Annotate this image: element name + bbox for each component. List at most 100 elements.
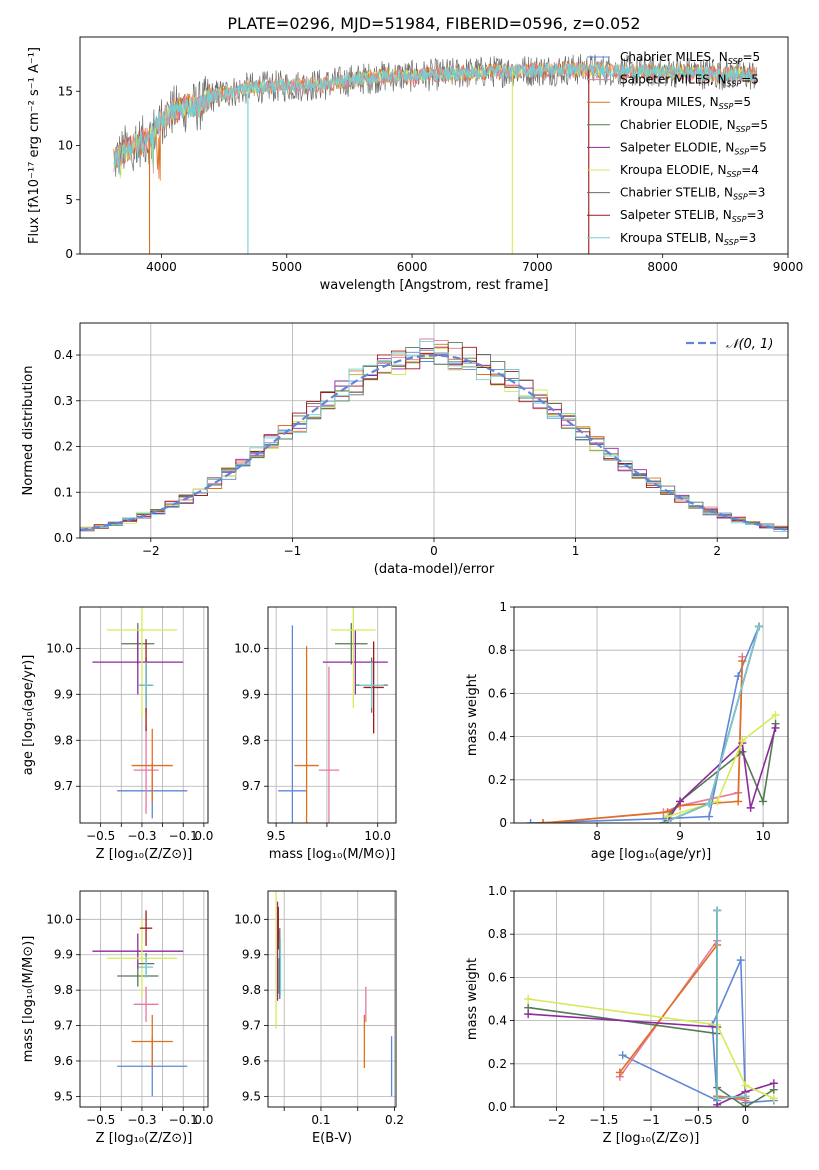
x-tick-label: 9.5 xyxy=(267,829,286,843)
y-tick-label: 0.4 xyxy=(488,1014,507,1028)
marker-chabrier_miles xyxy=(618,1051,627,1060)
series-chabrier_miles xyxy=(622,959,774,1104)
spectrum-panel: 4000 5000 6000 7000 8000 9000 0 5 10 15 wavelength… xyxy=(27,36,804,293)
marker-kroupa_stelib xyxy=(659,819,668,823)
weight_vs_z-panel: −2 −1.5 −1 −0.5 0 0.0 0.2 0.4 0.6 0.8 1.0 Z [log₁₀(… xyxy=(465,884,789,1146)
errorbar-salpeter_miles xyxy=(133,986,159,1023)
y-tick-label: 9.7 xyxy=(54,1019,73,1033)
x-tick-label: 5000 xyxy=(271,260,302,274)
spectrum-lines xyxy=(113,53,758,254)
x-axis-label: Z [log₁₀(Z/Z⊙)] xyxy=(96,847,193,862)
y-tick-label: 9.6 xyxy=(242,1054,261,1068)
weight_vs_z-lines xyxy=(524,906,778,1107)
errorbar-salpeter_elodie xyxy=(322,629,388,695)
x-axis-label: mass [log₁₀(M/M⊙)] xyxy=(269,847,396,862)
y-tick-label: 9.8 xyxy=(242,733,261,747)
x-tick-label: 0 xyxy=(742,1113,750,1127)
errorbar-chabrier_miles xyxy=(278,625,307,823)
errorbar-kroupa_miles xyxy=(131,728,173,803)
marker-kroupa_elodie xyxy=(524,995,533,1003)
y-tick-label: 10.0 xyxy=(234,912,261,926)
y-tick-label: 0.2 xyxy=(488,773,507,787)
marker-kroupa_elodie xyxy=(738,736,747,745)
marker-kroupa_miles xyxy=(738,657,747,665)
axes-frame xyxy=(79,890,209,1108)
errorbar-kroupa_miles xyxy=(131,1014,173,1069)
y-tick-label: 0.6 xyxy=(488,686,507,700)
marker-kroupa_miles xyxy=(539,819,548,823)
y-axis-label: age [log₁₀(age/yr)] xyxy=(21,655,36,776)
marker-kroupa_stelib xyxy=(705,799,714,808)
marker-kroupa_miles xyxy=(734,797,743,806)
y-tick-label: 9.7 xyxy=(54,779,73,793)
y-tick-label: 10 xyxy=(58,139,73,153)
marker-chabrier_elodie xyxy=(741,1103,750,1107)
errorbar-salpeter_stelib xyxy=(139,910,153,946)
y-tick-label: 0.2 xyxy=(488,1057,507,1071)
errorbar-salpeter_elodie xyxy=(92,629,184,695)
x-tick-label: 4000 xyxy=(146,260,177,274)
legend-label-salpeter_miles: Salpeter MILES, NSSP=5 xyxy=(620,73,759,89)
y-tick-label: 0.0 xyxy=(54,531,73,545)
y-tick-label: 9.8 xyxy=(54,733,73,747)
marker-kroupa_elodie xyxy=(741,1081,750,1090)
marker-kroupa_stelib xyxy=(754,622,763,631)
x-tick-label: 8000 xyxy=(647,260,678,274)
axes-frame xyxy=(513,890,789,1108)
errorbar-kroupa_stelib xyxy=(359,662,384,709)
marker-kroupa_elodie xyxy=(663,812,672,821)
mass_vs_z-points xyxy=(92,910,188,1097)
series-kroupa_stelib xyxy=(663,626,760,823)
x-tick-label: 9 xyxy=(676,829,684,843)
y-axis-label: mass weight xyxy=(465,674,480,756)
axes-frame xyxy=(79,606,209,824)
x-axis-label: (data-model)/error xyxy=(374,562,495,577)
y-tick-label: 9.7 xyxy=(242,779,261,793)
series-salpeter_miles xyxy=(543,656,744,823)
age_vs_z-panel: −0.5 −0.3 −0.10.0 9.7 9.8 9.9 10.0 Z [log₁₀(Z/Z… xyxy=(21,606,213,862)
legend-label-kroupa_stelib: Kroupa STELIB, NSSP=3 xyxy=(620,231,756,247)
marker-salpeter_elodie xyxy=(771,723,780,732)
x-tick-label: −0.1 xyxy=(169,829,198,843)
x-tick-label: 7000 xyxy=(522,260,553,274)
x-axis-label: age [log₁₀(age/yr)] xyxy=(591,847,712,862)
y-tick-label: 9.9 xyxy=(242,948,261,962)
errorbar-kroupa_elodie xyxy=(330,607,376,709)
x-tick-label: −0.5 xyxy=(684,1113,713,1127)
weight_vs_age-lines xyxy=(526,622,780,823)
y-axis-label: Normed distribution xyxy=(21,366,36,496)
y-tick-label: 9.8 xyxy=(242,983,261,997)
x-tick-label: 8 xyxy=(593,829,601,843)
x-tick-label: −0.5 xyxy=(86,829,115,843)
x-tick-label: 10 xyxy=(755,829,770,843)
errorbar-kroupa_miles xyxy=(294,646,319,823)
y-tick-label: 10.0 xyxy=(234,641,261,655)
marker-kroupa_elodie xyxy=(771,711,780,719)
marker-chabrier_miles xyxy=(734,672,743,681)
y-tick-label: 10.0 xyxy=(46,641,73,655)
x-tick-label: 9000 xyxy=(773,260,804,274)
x-axis-label: Z [log₁₀(Z/Z⊙)] xyxy=(603,1131,700,1146)
legend-label-chabrier_elodie: Chabrier ELODIE, NSSP=5 xyxy=(620,118,768,134)
series-chabrier_miles xyxy=(530,626,760,823)
y-tick-label: 9.6 xyxy=(54,1054,73,1068)
figure-title: PLATE=0296, MJD=51984, FIBERID=0596, z=0… xyxy=(227,14,640,33)
x-axis-label: Z [log₁₀(Z/Z⊙)] xyxy=(96,1131,193,1146)
age_vs_z-points xyxy=(92,607,188,819)
residuals-panel: −2 −1 0 1 2 0.0 0.1 0.2 0.3 0.4 (data-model)/error… xyxy=(21,322,789,577)
marker-chabrier_miles xyxy=(736,956,745,965)
x-tick-label: 0.0 xyxy=(194,829,213,843)
x-tick-label: −0.3 xyxy=(127,1113,156,1127)
x-tick-label: −2 xyxy=(548,1113,566,1127)
x-tick-label: −1 xyxy=(284,544,302,558)
x-tick-label: 0.0 xyxy=(194,1113,213,1127)
y-tick-label: 15 xyxy=(58,84,73,98)
y-tick-label: 0.4 xyxy=(54,348,73,362)
y-tick-label: 0.1 xyxy=(54,485,73,499)
x-tick-label: −1.5 xyxy=(589,1113,618,1127)
marker-chabrier_elodie xyxy=(759,797,768,806)
mass_vs_ebv-points xyxy=(275,891,393,1097)
x-tick-label: 10.0 xyxy=(364,829,391,843)
x-axis-label: wavelength [Angstrom, rest frame] xyxy=(320,278,549,293)
errorbar-kroupa_elodie xyxy=(106,919,178,998)
